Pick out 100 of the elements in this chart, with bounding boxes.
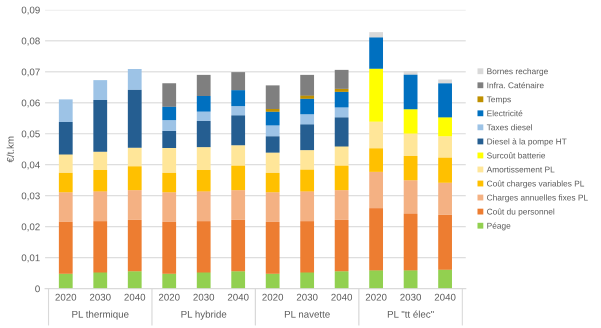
bar: [438, 214, 452, 270]
bar: [404, 156, 418, 180]
bar: [196, 221, 211, 273]
bar: [334, 70, 349, 89]
y-tick-label: 0: [35, 285, 40, 292]
bar: [128, 190, 142, 220]
bar: [404, 74, 418, 110]
x-tick-label: 2040: [228, 294, 249, 301]
bar: [162, 172, 176, 192]
bar: [58, 274, 73, 289]
bar: [162, 120, 176, 131]
bar: [369, 32, 384, 38]
legend-label: Amortissement PL: [486, 166, 554, 172]
bar: [300, 124, 314, 150]
x-tick-label: 2030: [193, 294, 214, 301]
legend-label: Bornes recharge: [487, 68, 548, 76]
bar: [93, 152, 108, 170]
bar: [334, 220, 349, 272]
bar: [300, 74, 314, 96]
bar: [128, 148, 142, 166]
y-axis-title: €/t.km: [6, 136, 14, 162]
bar: [404, 180, 418, 214]
bar: [58, 192, 73, 222]
bar: [369, 37, 384, 69]
bar: [438, 83, 452, 118]
legend-label: Temps: [486, 96, 511, 104]
bar: [231, 271, 246, 289]
bar: [231, 72, 246, 90]
bar: [93, 170, 108, 192]
bar: [369, 208, 384, 270]
x-tick-label: 2030: [90, 294, 111, 301]
bar: [300, 114, 314, 124]
x-tick-label: 2040: [124, 294, 146, 301]
bar: [196, 272, 211, 289]
bar: [58, 122, 73, 155]
bar: [369, 172, 384, 208]
bar: [196, 191, 211, 222]
bar: [334, 92, 349, 108]
bar: [334, 190, 349, 220]
legend-label: Diesel à la pompe HT: [487, 138, 567, 146]
bar: [231, 166, 246, 190]
bar: [438, 117, 452, 136]
bar: [196, 170, 211, 192]
bar: [369, 68, 384, 122]
y-tick-label: 0,04: [22, 161, 40, 170]
bar: [438, 158, 452, 183]
bar: [334, 146, 349, 166]
bar: [266, 222, 280, 274]
bar: [128, 90, 142, 148]
bar: [93, 221, 108, 273]
bar: [266, 172, 280, 192]
bar: [334, 107, 349, 118]
bar: [162, 130, 176, 148]
bar: [231, 115, 246, 146]
bar: [266, 108, 280, 112]
bar: [266, 112, 280, 126]
bar: [266, 192, 280, 222]
legend-label: Coût charges variables PL: [487, 180, 584, 188]
bar: [404, 109, 418, 134]
text: PL thermique: [72, 310, 129, 320]
text: PL hybride: [181, 310, 226, 320]
bar: [231, 220, 246, 272]
bar: [93, 100, 108, 152]
bar: [300, 221, 314, 273]
y-tick-label: 0,07: [22, 68, 40, 77]
y-tick-label: 0,06: [22, 100, 40, 108]
legend-label: Coût du personnel: [487, 208, 554, 216]
bar: [231, 190, 246, 220]
bar: [231, 90, 246, 106]
bar: [300, 150, 314, 170]
bar: [58, 154, 73, 173]
bar: [266, 152, 280, 173]
bar: [128, 271, 142, 289]
x-tick-label: 2040: [331, 294, 352, 301]
y-tick-label: 0,01: [22, 254, 40, 262]
bar: [231, 145, 246, 166]
y-tick-label: 0,08: [22, 38, 40, 46]
x-tick-label: 2020: [262, 294, 284, 301]
bar: [404, 270, 418, 289]
bar: [438, 182, 452, 215]
bar: [162, 274, 176, 289]
bar: [300, 98, 314, 114]
x-tick-label: 2020: [55, 294, 76, 301]
bar: [369, 148, 384, 172]
bar: [58, 99, 73, 122]
bar: [266, 85, 280, 109]
legend-label: Electricité: [487, 110, 522, 116]
bar: [58, 172, 73, 192]
bar: [266, 274, 280, 289]
bar: [93, 80, 108, 100]
bar: [300, 96, 314, 99]
bar: [438, 80, 452, 84]
bar: [404, 133, 418, 156]
bar: [58, 222, 73, 274]
text: PL navette: [284, 310, 330, 318]
bar: [128, 166, 142, 190]
x-tick-label: 2020: [158, 294, 180, 301]
bar: [162, 192, 176, 222]
bar: [369, 270, 384, 289]
legend-label: Charges annuelles fixes PL: [487, 194, 588, 202]
